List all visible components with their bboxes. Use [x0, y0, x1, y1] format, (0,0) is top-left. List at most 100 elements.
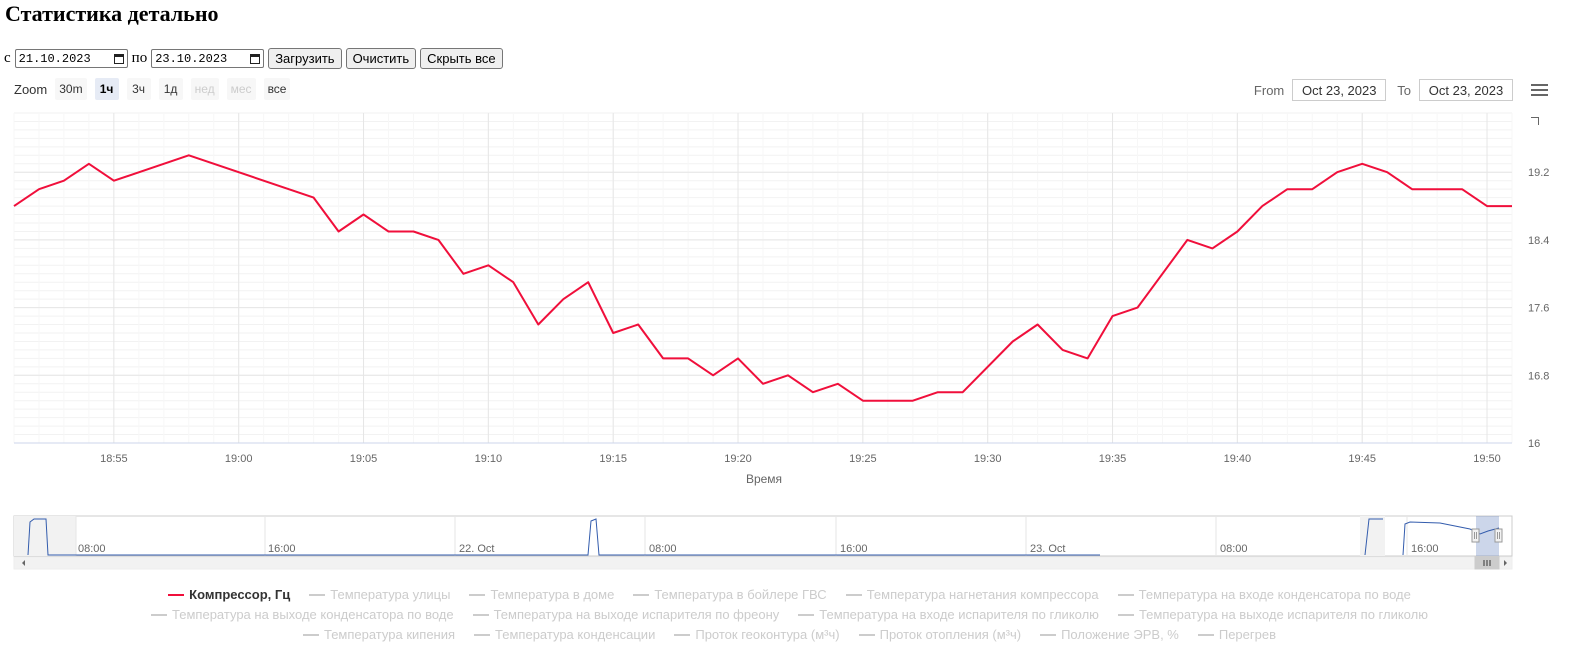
hide-all-button[interactable]: Скрыть все [420, 48, 503, 69]
legend-item[interactable]: Температура на выходе испарителя по глик… [1117, 605, 1428, 625]
legend-line-icon [151, 614, 168, 616]
navigator-label: 22. Oct [459, 543, 494, 555]
zoom-button-all[interactable]: все [263, 78, 291, 100]
navigator-label: 16:00 [840, 543, 868, 555]
x-tick-label: 19:50 [1473, 453, 1501, 465]
legend-line-icon [858, 634, 875, 636]
calendar-icon[interactable] [113, 53, 124, 64]
scroll-right-arrow-icon[interactable] [1504, 560, 1507, 566]
navigator-labels: 08:00 16:00 22. Oct 08:00 16:00 23. Oct … [78, 543, 1439, 555]
x-axis-title: Время [746, 472, 782, 486]
legend-line-icon [633, 594, 650, 596]
x-tick-label: 19:30 [974, 453, 1002, 465]
legend-line-icon [674, 634, 691, 636]
y-tick-label: 17.6 [1528, 303, 1549, 315]
load-button[interactable]: Загрузить [268, 48, 342, 69]
x-tick-label: 19:20 [724, 453, 752, 465]
from-date-value: 21.10.2023 [18, 51, 91, 66]
zoom-button-month[interactable]: мес [226, 78, 256, 100]
legend-line-icon [469, 594, 486, 596]
y-axis-ticks: 16 16.8 17.6 18.4 19.2 [1528, 167, 1549, 450]
legend-label: Температура кипения [323, 627, 456, 642]
legend-item[interactable]: Температура улицы [309, 585, 450, 605]
from-label: с [4, 50, 11, 66]
navigator[interactable]: 08:00 16:00 22. Oct 08:00 16:00 23. Oct … [0, 512, 1579, 572]
navigator-handle-right[interactable] [1494, 528, 1503, 543]
navigator-label: 08:00 [78, 543, 106, 555]
y-tick-label: 16.8 [1528, 370, 1549, 382]
range-to-label: To [1397, 82, 1411, 98]
calendar-icon[interactable] [250, 53, 261, 64]
zoom-button-1h[interactable]: 1ч [94, 78, 119, 100]
navigator-label: 08:00 [649, 543, 677, 555]
y-tick-label: 19.2 [1528, 167, 1549, 179]
range-from-input[interactable]: Oct 23, 2023 [1292, 79, 1387, 101]
x-tick-label: 19:45 [1348, 453, 1376, 465]
legend-label: Положение ЭРВ, % [1061, 627, 1179, 642]
to-date-value: 23.10.2023 [155, 51, 228, 66]
x-tick-label: 19:25 [849, 453, 877, 465]
legend-item[interactable]: Перегрев [1197, 625, 1277, 645]
legend-line-icon [1117, 594, 1134, 596]
zoom-label: Zoom [14, 81, 48, 97]
legend-line-icon [1117, 614, 1134, 616]
scrollbar-track[interactable] [13, 556, 1513, 570]
menu-icon[interactable] [1531, 84, 1548, 96]
legend-item[interactable]: Температура на выходе испарителя по фрео… [472, 605, 780, 625]
x-tick-label: 19:40 [1224, 453, 1252, 465]
navigator-series [27, 518, 1500, 556]
legend-item[interactable]: Положение ЭРВ, % [1040, 625, 1179, 645]
reset-zoom-icon[interactable] [1531, 117, 1539, 125]
legend-item[interactable]: Проток геоконтура (м³ч) [674, 625, 840, 645]
legend-item[interactable]: Температура на входе конденсатора по вод… [1117, 585, 1411, 605]
to-date-input[interactable]: 23.10.2023 [151, 49, 265, 68]
legend-item[interactable]: Температура конденсации [474, 625, 655, 645]
legend-row: Температура на выходе конденсатора по во… [0, 605, 1579, 625]
legend-label: Компрессор, Гц [189, 587, 291, 602]
legend-label: Температура на выходе испарителя по фрео… [493, 607, 780, 622]
range-to-input[interactable]: Oct 23, 2023 [1419, 79, 1513, 101]
legend-row: Компрессор, Гц Температура улицы Темпера… [0, 585, 1579, 605]
legend-item[interactable]: Проток отопления (м³ч) [858, 625, 1022, 645]
navigator-grid [75, 516, 1408, 556]
legend-line-icon [1040, 634, 1057, 636]
x-tick-label: 18:55 [100, 453, 128, 465]
navigator-mask-left [14, 516, 76, 556]
zoom-button-1d[interactable]: 1д [158, 78, 183, 100]
navigator-selection[interactable] [1476, 516, 1499, 556]
legend-label: Температура конденсации [495, 627, 656, 642]
y-tick-label: 16 [1528, 438, 1540, 450]
zoom-selector: Zoom 30m 1ч 3ч 1д нед мес все [14, 78, 291, 100]
x-axis-ticks: 18:55 19:00 19:05 19:10 19:15 19:20 19:25 19:30… [100, 453, 1501, 465]
legend-label: Проток отопления (м³ч) [879, 627, 1022, 642]
x-tick-label: 19:05 [350, 453, 378, 465]
legend-label: Перегрев [1218, 627, 1277, 642]
navigator-label: 23. Oct [1030, 543, 1065, 555]
legend-label: Температура в доме [490, 587, 615, 602]
x-tick-label: 19:35 [1099, 453, 1127, 465]
legend-line-icon [168, 594, 185, 596]
from-date-input[interactable]: 21.10.2023 [14, 49, 128, 68]
zoom-button-week[interactable]: нед [190, 78, 219, 100]
legend-line-icon [845, 594, 862, 596]
legend-item[interactable]: Температура нагнетания компрессора [845, 585, 1099, 605]
clear-button[interactable]: Очистить [345, 48, 417, 69]
x-tick-label: 19:00 [225, 453, 253, 465]
legend-label: Температура на входе испарителя по глико… [819, 607, 1099, 622]
y-tick-label: 18.4 [1528, 235, 1549, 247]
legend-line-icon [302, 634, 319, 636]
legend-item[interactable]: Компрессор, Гц [168, 585, 290, 605]
legend-item[interactable]: Температура в бойлере ГВС [633, 585, 827, 605]
zoom-button-30m[interactable]: 30m [55, 78, 87, 100]
major-grid [14, 113, 1512, 444]
navigator-handle-left[interactable] [1471, 528, 1480, 543]
navigator-label: 16:00 [1411, 543, 1439, 555]
legend-line-icon [309, 594, 326, 596]
legend-item[interactable]: Температура на входе испарителя по глико… [798, 605, 1099, 625]
legend-item[interactable]: Температура в доме [469, 585, 614, 605]
zoom-button-3h[interactable]: 3ч [126, 78, 151, 100]
legend-item[interactable]: Температура на выходе конденсатора по во… [151, 605, 454, 625]
scroll-left-arrow-icon[interactable] [22, 560, 25, 566]
legend-item[interactable]: Температура кипения [302, 625, 456, 645]
